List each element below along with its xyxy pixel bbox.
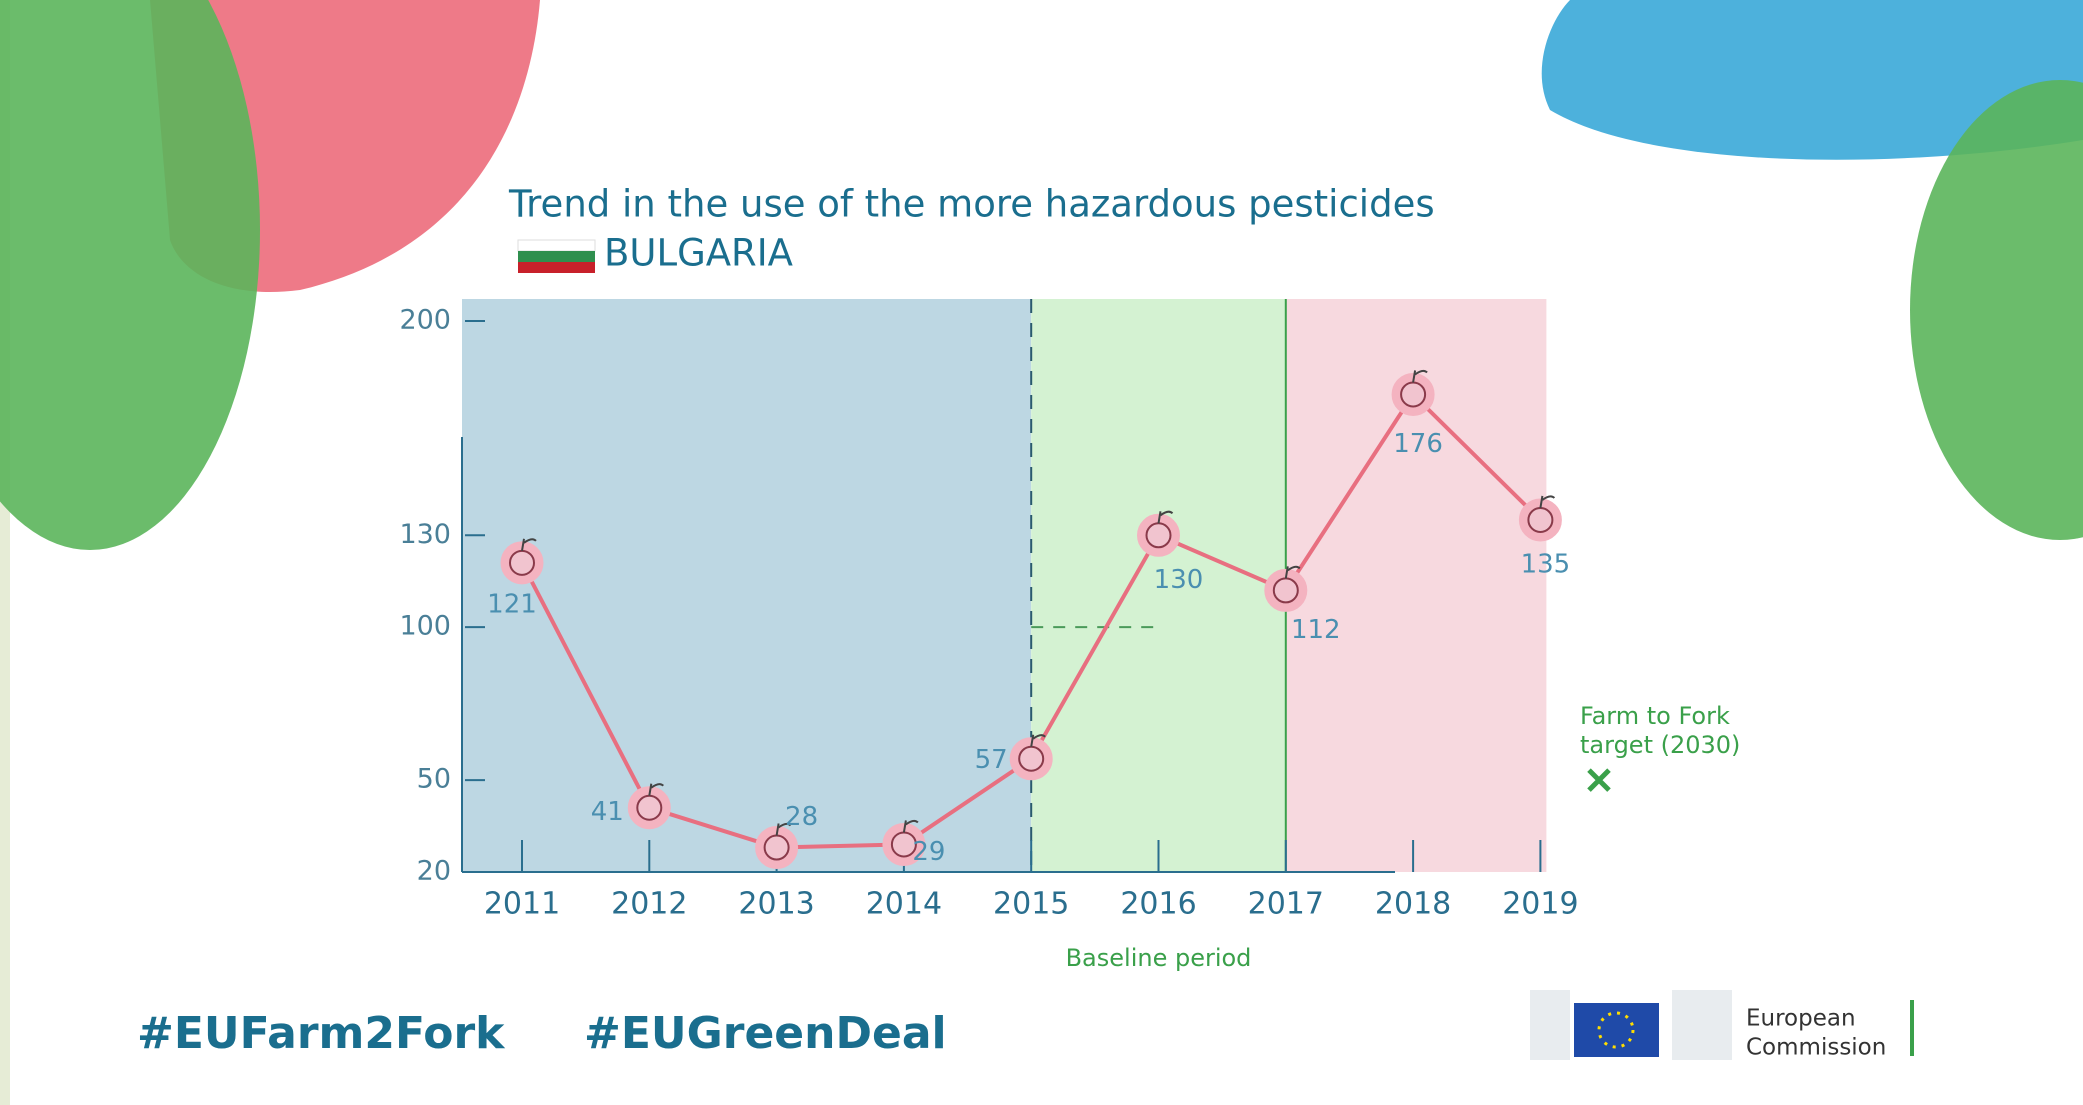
x-tick-label: 2017 [1248, 887, 1324, 922]
y-tick-label: 20 [417, 856, 451, 887]
page: Trend in the use of the more hazardous p… [0, 0, 2083, 1105]
apple [637, 796, 661, 820]
apple [1528, 508, 1552, 532]
hashtag: #EUFarm2Fork [137, 1008, 506, 1059]
logo-building [1530, 990, 1570, 1060]
value-label: 135 [1521, 549, 1571, 579]
target-label: target (2030) [1580, 731, 1740, 759]
hashtag: #EUGreenDeal [584, 1008, 947, 1059]
plot: Baseline period 20 50 100 130 200 2011 2012 2013… [399, 299, 1740, 972]
value-label: 121 [487, 589, 537, 619]
x-tick-label: 2012 [611, 887, 687, 922]
x-tick-label: 2016 [1120, 887, 1196, 922]
x-tick-label: 2018 [1375, 887, 1451, 922]
chart-subtitle: BULGARIA [604, 232, 793, 275]
value-label: 41 [591, 797, 624, 827]
y-tick-label: 130 [399, 519, 451, 550]
logo-bar [1910, 1000, 1914, 1056]
chart-title: Trend in the use of the more hazardous p… [508, 183, 1435, 226]
x-tick-label: 2011 [484, 887, 560, 922]
eu-flag [1574, 1003, 1659, 1057]
logo-text: Commission [1746, 1035, 1886, 1061]
value-label: 112 [1291, 615, 1341, 645]
y-tick-label: 100 [399, 611, 451, 642]
apple [1019, 747, 1043, 771]
region-pre [462, 299, 1031, 872]
value-label: 130 [1154, 565, 1204, 595]
flag-green [518, 251, 595, 262]
apple [510, 551, 534, 575]
logo-text: European [1746, 1006, 1856, 1032]
value-label: 57 [975, 745, 1008, 775]
apple [1274, 578, 1298, 602]
value-label: 176 [1393, 429, 1443, 459]
x-tick-label: 2015 [993, 887, 1069, 922]
logo-building [1672, 990, 1732, 1060]
y-tick-label: 200 [399, 305, 451, 336]
x-tick-label: 2013 [738, 887, 814, 922]
baseline-label: Baseline period [1066, 944, 1252, 972]
value-label: 28 [785, 802, 818, 832]
x-tick-label: 2019 [1502, 887, 1578, 922]
target-label: Farm to Fork [1580, 702, 1730, 730]
apple [1401, 382, 1425, 406]
value-label: 29 [912, 837, 945, 867]
y-tick-label: 50 [417, 764, 451, 795]
apple [1147, 523, 1171, 547]
x-tick-label: 2014 [866, 887, 942, 922]
flag-white [518, 240, 595, 251]
apple [765, 836, 789, 860]
flag-red [518, 262, 595, 273]
